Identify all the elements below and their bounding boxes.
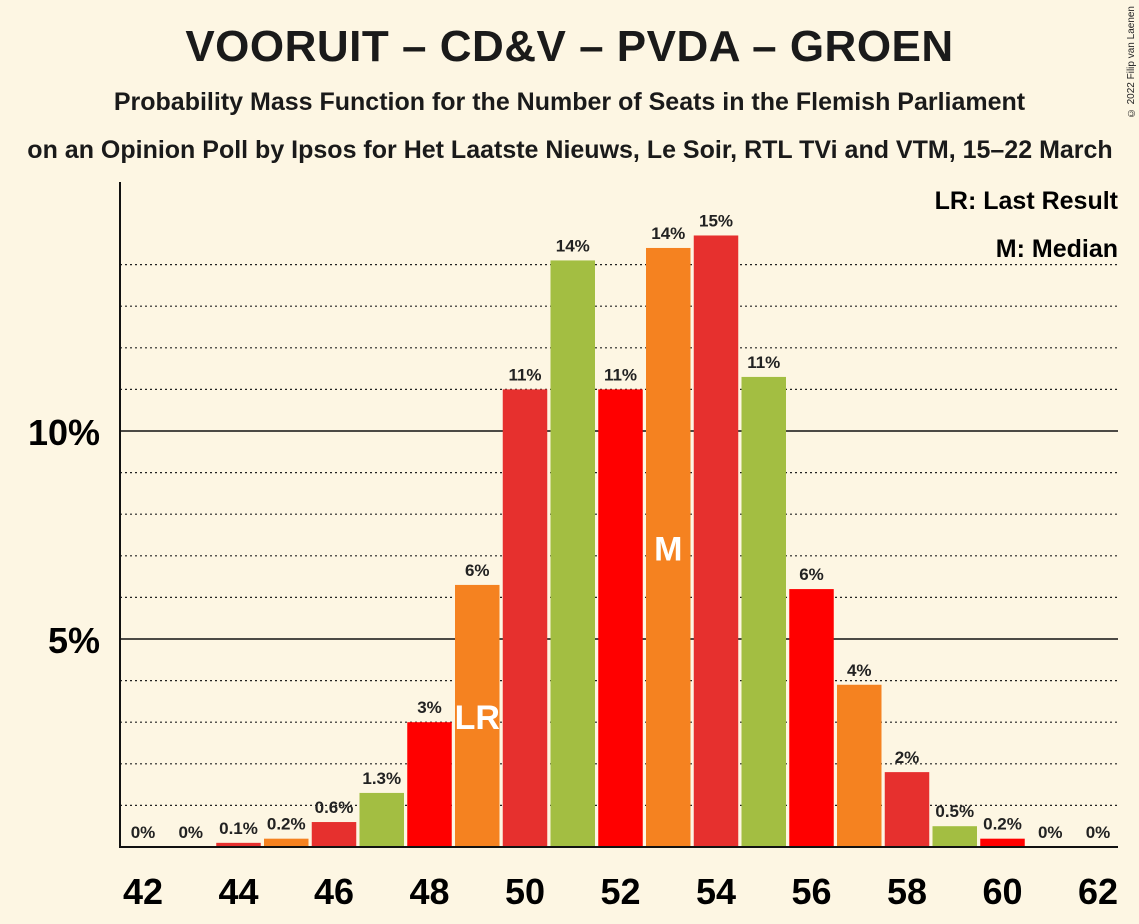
bar-value-label: 0.1% xyxy=(219,819,258,838)
bar xyxy=(550,260,595,847)
bar xyxy=(264,838,309,847)
chart-title: VOORUIT – CD&V – PVDA – GROEN xyxy=(185,22,954,71)
bar xyxy=(407,722,452,847)
x-tick-label: 54 xyxy=(696,871,736,912)
bar-value-label: 0% xyxy=(1086,823,1111,842)
bar-value-label: 6% xyxy=(465,561,490,580)
x-tick-label: 62 xyxy=(1078,871,1118,912)
bar-value-label: 3% xyxy=(417,698,442,717)
x-tick-label: 46 xyxy=(314,871,354,912)
bar xyxy=(502,389,548,847)
x-tick-label: 44 xyxy=(218,871,258,912)
bar xyxy=(884,772,930,847)
bar xyxy=(311,822,357,847)
axes: 5% 10% 42 44 46 48 50 52 54 56 58 60 62 xyxy=(28,182,1118,912)
bar-value-label: 1.3% xyxy=(362,769,401,788)
bar xyxy=(741,376,786,847)
bar xyxy=(359,792,404,847)
bar xyxy=(598,389,643,847)
x-tick-label: 52 xyxy=(600,871,640,912)
x-tick-label: 60 xyxy=(982,871,1022,912)
bar xyxy=(455,584,500,847)
bar-value-label: 0% xyxy=(178,823,203,842)
bar-value-label: 14% xyxy=(556,236,590,255)
x-tick-label: 56 xyxy=(791,871,831,912)
x-tick-label: 58 xyxy=(887,871,927,912)
bar-value-label: 4% xyxy=(847,661,872,680)
bar xyxy=(837,684,882,847)
bar-value-label: 0% xyxy=(131,823,156,842)
bar xyxy=(646,247,691,847)
chart-subtitle: Probability Mass Function for the Number… xyxy=(113,88,1026,116)
x-tick-label: 42 xyxy=(123,871,163,912)
bar-value-label: 0.5% xyxy=(935,802,974,821)
x-tick-label: 50 xyxy=(505,871,545,912)
bar-value-label: 0.2% xyxy=(983,815,1022,834)
bar-value-label: 11% xyxy=(604,365,637,384)
legend-last-result: LR: Last Result xyxy=(935,187,1119,215)
bar-value-label: 14% xyxy=(651,224,685,243)
bar-value-label: 0% xyxy=(1038,823,1063,842)
bar xyxy=(693,235,739,848)
legend-median: M: Median xyxy=(996,235,1118,263)
median-marker: M xyxy=(654,530,682,568)
y-tick-label: 5% xyxy=(48,620,100,661)
bar-value-label: 6% xyxy=(799,565,824,584)
bar-value-label: 11% xyxy=(508,365,541,384)
bar xyxy=(980,838,1025,847)
last-result-marker: LR xyxy=(455,699,500,737)
bar-value-label: 11% xyxy=(747,353,780,372)
bar-value-label: 15% xyxy=(699,211,733,230)
y-tick-label: 10% xyxy=(28,412,100,453)
bar xyxy=(789,589,834,847)
x-tick-label: 48 xyxy=(409,871,449,912)
bar xyxy=(932,826,977,847)
bar-value-label: 0.6% xyxy=(315,798,354,817)
bar-value-label: 0.2% xyxy=(267,815,306,834)
bar xyxy=(216,842,261,847)
bar-value-label: 2% xyxy=(895,748,920,767)
chart-source: on an Opinion Poll by Ipsos for Het Laat… xyxy=(27,136,1113,164)
bars: 0% 0% 0.1% 0.2% 0.6% 1.3% 3% 6% LR 11% 14% 11% 14% M 1… xyxy=(131,211,1111,848)
